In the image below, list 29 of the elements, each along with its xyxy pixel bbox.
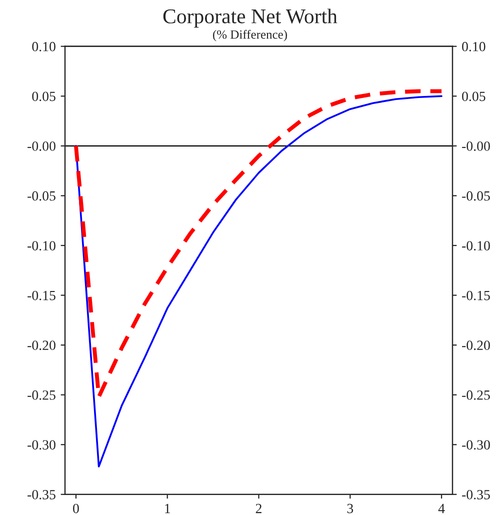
x-tick-label: 1 (165, 504, 170, 514)
line-series (74, 89, 444, 399)
x-tick-label: 2 (256, 504, 262, 514)
chart-subtitle: (% Difference) (213, 30, 287, 42)
y2-tick-label: -0.20 (462, 340, 490, 350)
y2-tick-label: 0.05 (462, 92, 486, 102)
y2-tick-label: -0.10 (462, 241, 490, 250)
y2-tick-label: -0.35 (462, 490, 490, 500)
y-tick-label: -0.20 (28, 340, 56, 350)
y2-tick-label: -0.05 (462, 191, 490, 201)
y-tick-label: -0.35 (28, 490, 56, 500)
y2-tick-label: -0.00 (462, 142, 490, 151)
x-tick-label: 4 (438, 504, 445, 514)
x-tick-label: 0 (73, 504, 79, 514)
y-tick-label: -0.30 (28, 440, 56, 450)
line-series (75, 95, 442, 468)
x-tick-label: 3 (347, 504, 354, 514)
chart-title: Corporate Net Worth (163, 8, 338, 28)
y2-tick-label: 0.10 (462, 42, 486, 52)
y-tick-label: 0.05 (32, 92, 56, 102)
y-tick-label: -0.10 (28, 241, 56, 250)
y-tick-label: 0.10 (32, 42, 56, 52)
y2-tick-label: -0.15 (462, 290, 490, 300)
y-tick-label: -0.00 (28, 142, 56, 151)
y-tick-label: -0.25 (28, 390, 56, 400)
y2-tick-label: -0.25 (462, 390, 490, 400)
y-tick-label: -0.15 (28, 290, 56, 300)
y-tick-label: -0.05 (28, 191, 56, 201)
y2-tick-label: -0.30 (462, 440, 490, 450)
